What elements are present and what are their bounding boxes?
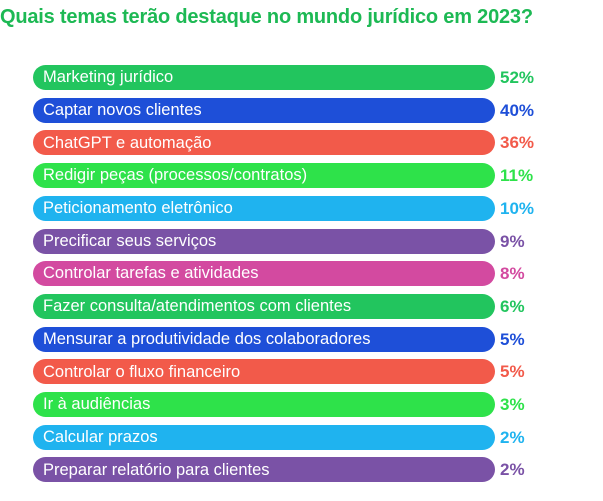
bar-7: Controlar tarefas e atividades — [33, 261, 495, 287]
value-label: 52% — [500, 68, 535, 87]
bar-3: ChatGPT e automação — [33, 130, 495, 156]
value-label: 36% — [500, 133, 535, 153]
bar-13: Preparar relatório para clientes — [33, 457, 495, 483]
bar-9: Mensurar a produtividade dos colaborador… — [33, 326, 495, 352]
value-label: 2% — [500, 460, 525, 480]
bar-label: Ir à audiências — [43, 395, 151, 414]
bar-label: Redigir peças (processos/contratos) — [43, 166, 308, 185]
bar-1: Marketing jurídico — [33, 65, 495, 90]
value-label: 5% — [500, 362, 525, 382]
bar-6: Precificar seus serviços — [33, 228, 495, 254]
bar-label: Fazer consulta/atendimentos com clientes — [43, 297, 352, 316]
bar-label: Precificar seus serviços — [43, 231, 217, 250]
value-label: 10% — [500, 198, 535, 218]
bar-label: ChatGPT e automação — [43, 133, 212, 152]
bar-label: Mensurar a produtividade dos colaborador… — [43, 329, 371, 348]
value-label: 9% — [500, 231, 525, 251]
bar-label: Peticionamento eletrônico — [43, 199, 233, 218]
bar-2: Captar novos clientes — [33, 97, 495, 123]
bar-4: Redigir peças (processos/contratos) — [33, 163, 495, 189]
chart-title: Quais temas terão destaque no mundo jurí… — [0, 6, 533, 28]
bar-label: Controlar o fluxo financeiro — [43, 362, 241, 381]
bar-11: Ir à audiências — [33, 392, 495, 417]
bar-label: Captar novos clientes — [43, 100, 202, 119]
bar-label: Marketing jurídico — [43, 68, 174, 87]
value-label: 8% — [500, 264, 525, 284]
bar-8: Fazer consulta/atendimentos com clientes — [33, 293, 495, 319]
value-label: 11% — [500, 166, 534, 186]
bar-5: Peticionamento eletrônico — [33, 195, 495, 221]
value-label: 3% — [500, 395, 525, 414]
value-label: 5% — [500, 329, 525, 349]
value-label: 40% — [500, 100, 535, 120]
bar-label: Calcular prazos — [43, 427, 158, 446]
bar-label: Controlar tarefas e atividades — [43, 264, 259, 283]
value-label: 2% — [500, 427, 525, 447]
value-label: 6% — [500, 296, 525, 316]
bar-10: Controlar o fluxo financeiro — [33, 359, 495, 385]
bar-label: Preparar relatório para clientes — [43, 460, 270, 479]
bar-12: Calcular prazos — [33, 424, 495, 450]
